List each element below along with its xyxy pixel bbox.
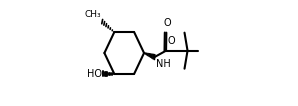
Text: HO: HO — [88, 69, 103, 79]
Text: O: O — [168, 36, 176, 46]
Text: NH: NH — [156, 59, 171, 69]
Text: O: O — [163, 18, 171, 28]
Text: CH₃: CH₃ — [84, 10, 101, 19]
